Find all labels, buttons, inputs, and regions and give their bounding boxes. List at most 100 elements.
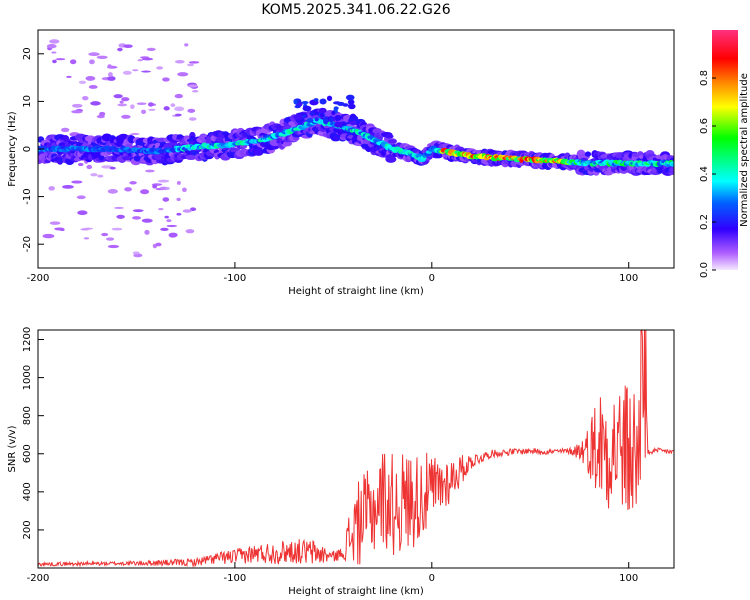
spectrogram-cell bbox=[88, 85, 98, 89]
snr-series-line bbox=[38, 330, 674, 568]
spectrogram-cell bbox=[55, 58, 66, 61]
spectrogram-x-tick-label: 0 bbox=[429, 273, 435, 284]
spectrogram-cell bbox=[192, 90, 199, 93]
snr-x-tick-label: 100 bbox=[619, 573, 638, 584]
spectrogram-cell bbox=[88, 52, 100, 57]
spectrogram-cell bbox=[132, 209, 144, 213]
spectrogram-cell bbox=[69, 59, 77, 65]
spectrogram-x-tick-label: -200 bbox=[27, 273, 50, 284]
snr-frame bbox=[37, 329, 675, 569]
colorbar-tick-label: 0.4 bbox=[699, 166, 710, 182]
spectrogram-cell bbox=[301, 101, 309, 105]
colorbar-gradient bbox=[712, 30, 738, 270]
spectrogram-cell bbox=[123, 44, 133, 48]
spectrogram-cell bbox=[146, 47, 156, 51]
spectrogram-cell bbox=[334, 114, 342, 121]
spectrogram-cell bbox=[176, 181, 181, 185]
spectrogram-cell bbox=[253, 148, 264, 156]
spectrogram-cell bbox=[326, 95, 333, 101]
spectrogram-cell bbox=[340, 121, 347, 126]
spectrogram-y-ticks: -20 -10 0 10 20 bbox=[22, 47, 44, 252]
spectrogram-cell bbox=[187, 84, 198, 88]
spectrogram-cell bbox=[117, 47, 123, 52]
snr-y-tick-label: 1000 bbox=[22, 365, 33, 390]
spectrogram-cell bbox=[294, 104, 301, 109]
snr-marks bbox=[38, 330, 674, 568]
spectrogram-cell bbox=[319, 113, 325, 118]
spectrogram-cell bbox=[334, 121, 343, 128]
spectrogram-cell bbox=[107, 64, 112, 69]
spectrogram-cell bbox=[148, 102, 154, 107]
spectrogram-cell bbox=[293, 99, 298, 105]
snr-y-tick-label: 400 bbox=[22, 482, 33, 501]
spectrogram-cell bbox=[157, 179, 170, 183]
spectrogram-cell bbox=[145, 169, 155, 173]
spectrogram-cell bbox=[54, 227, 65, 231]
snr-x-tick-label: -100 bbox=[224, 573, 247, 584]
colorbar-tick-label: 0.0 bbox=[699, 262, 710, 278]
spectrogram-cell bbox=[670, 162, 674, 167]
spectrogram-cell bbox=[313, 98, 319, 102]
spectrogram-cell bbox=[101, 232, 109, 237]
spectrogram-cell bbox=[71, 110, 83, 114]
spectrogram-cell bbox=[48, 186, 55, 191]
spectrogram-cell bbox=[159, 186, 167, 190]
spectrogram-x-ticks: -200 -100 0 100 bbox=[27, 262, 638, 284]
spectrogram-cell bbox=[130, 104, 135, 110]
spectrogram-cell bbox=[117, 103, 128, 107]
spectrogram-y-tick-label: -10 bbox=[22, 188, 33, 204]
spectrogram-cell bbox=[136, 102, 147, 106]
spectrogram-cell bbox=[60, 127, 70, 133]
snr-x-label: Height of straight line (km) bbox=[288, 586, 424, 597]
spectrogram-cell bbox=[385, 134, 394, 139]
spectrogram-cell bbox=[323, 118, 329, 125]
spectrogram-y-tick-label: -20 bbox=[22, 236, 33, 252]
spectrogram-cell bbox=[113, 94, 123, 99]
spectrogram-cell bbox=[82, 227, 94, 230]
spectrogram-y-tick-label: 20 bbox=[22, 47, 33, 60]
spectrogram-cell bbox=[51, 51, 57, 54]
spectrogram-cell bbox=[337, 101, 345, 106]
spectrogram-cell bbox=[71, 103, 83, 108]
colorbar-tick-label: 0.2 bbox=[699, 214, 710, 230]
snr-panel: -200 -100 0 100 200 400 600 800 1000 1200 Height… bbox=[7, 327, 675, 597]
spectrogram-x-label: Height of straight line (km) bbox=[288, 286, 424, 297]
colorbar-ticks: 0.0 0.2 0.4 0.6 0.8 bbox=[699, 70, 716, 278]
spectrogram-cell bbox=[349, 113, 356, 120]
spectrogram-cell bbox=[177, 72, 189, 77]
spectrogram-cell bbox=[163, 106, 170, 111]
spectrogram-cell bbox=[133, 253, 143, 258]
spectrogram-cell bbox=[282, 140, 293, 147]
spectrogram-cell bbox=[174, 93, 183, 99]
colorbar-label: Normalized spectral amplitude bbox=[739, 73, 750, 227]
spectrogram-cell bbox=[130, 132, 140, 136]
spectrogram-cell bbox=[90, 173, 98, 177]
spectrogram-cell bbox=[174, 59, 185, 64]
spectrogram-cell bbox=[49, 221, 61, 225]
spectrogram-cell bbox=[76, 195, 86, 200]
spectrogram-cell bbox=[314, 117, 319, 122]
spectrogram-cell bbox=[188, 117, 197, 121]
spectrogram-cell bbox=[99, 111, 106, 117]
spectrogram-cell bbox=[182, 209, 192, 213]
spectrogram-y-label: Frequency (Hz) bbox=[7, 111, 18, 187]
spectrogram-cell bbox=[166, 219, 172, 223]
spectrogram-cell bbox=[121, 97, 130, 102]
colorbar-tick-label: 0.8 bbox=[699, 70, 710, 86]
spectrogram-cell bbox=[190, 207, 197, 212]
spectrogram-cell bbox=[121, 114, 131, 119]
spectrogram-cell bbox=[137, 59, 143, 62]
spectrogram-cell bbox=[132, 251, 140, 255]
spectrogram-cell bbox=[293, 114, 303, 120]
spectrogram-cell bbox=[109, 166, 116, 170]
snr-x-tick-label: -200 bbox=[27, 573, 50, 584]
spectrogram-cell bbox=[113, 206, 125, 209]
spectrogram-cell bbox=[77, 210, 88, 216]
spectrogram-x-tick-label: -100 bbox=[224, 273, 247, 284]
spectrogram-cell bbox=[122, 70, 132, 75]
spectrogram-cell bbox=[345, 94, 355, 101]
spectrogram-cell bbox=[66, 75, 72, 78]
spectrogram-cell bbox=[319, 98, 327, 105]
